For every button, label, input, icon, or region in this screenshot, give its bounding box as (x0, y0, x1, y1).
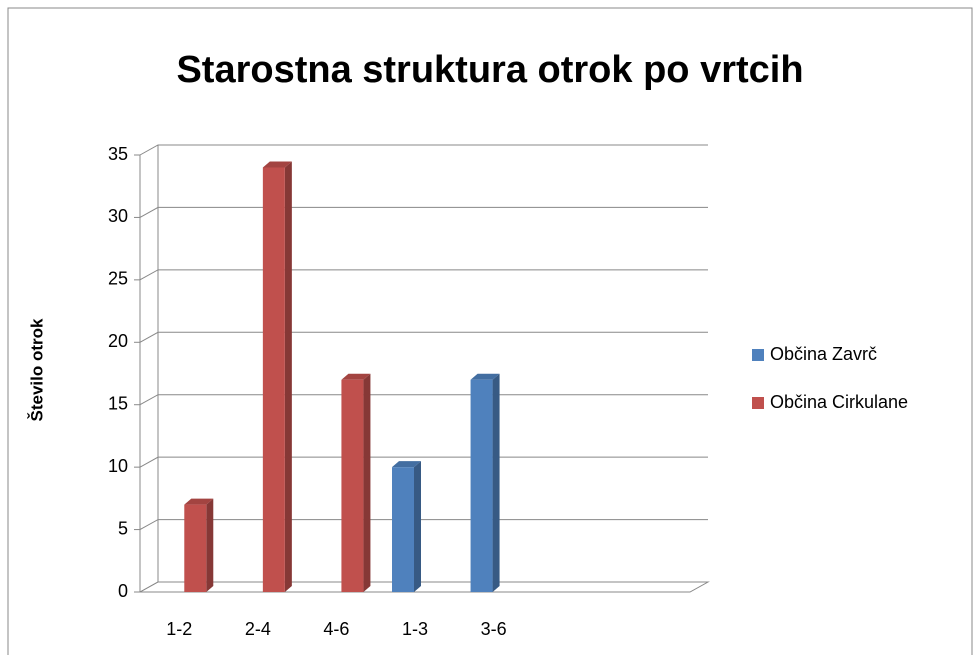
legend-swatch (752, 349, 764, 361)
x-tick-label: 2-4 (245, 619, 271, 639)
y-tick-label: 35 (108, 144, 128, 164)
chart-title: Starostna struktura otrok po vrtcih (176, 49, 803, 91)
y-axis-label: Število otrok (27, 318, 46, 422)
bar-side (414, 461, 421, 592)
floor (138, 581, 710, 593)
bar (262, 167, 285, 592)
bar-top (341, 373, 371, 380)
grid-line (139, 456, 708, 468)
bar-top (262, 161, 292, 168)
x-tick-label: 4-6 (323, 619, 349, 639)
legend-label: Občina Zavrč (770, 344, 877, 364)
legend-swatch (752, 397, 764, 409)
y-tick-label: 20 (108, 331, 128, 351)
bar-side (363, 373, 371, 592)
bar (392, 467, 414, 592)
y-tick-label: 0 (118, 581, 128, 601)
bar-side (284, 161, 292, 592)
grid-line (139, 581, 708, 593)
grid-line (139, 206, 708, 218)
grid-line (139, 144, 708, 156)
y-tick-label: 15 (108, 393, 128, 413)
grid-line (139, 394, 708, 406)
bar (470, 379, 493, 592)
x-tick-label: 1-2 (166, 619, 192, 639)
y-tick-label: 30 (108, 206, 128, 226)
bar (341, 379, 364, 592)
bar-side (206, 498, 214, 592)
grid-line (139, 269, 708, 281)
y-tick-label: 10 (108, 456, 128, 476)
bar-top (184, 498, 214, 505)
y-tick-label: 25 (108, 269, 128, 289)
bar (184, 504, 207, 592)
grid-line (139, 519, 708, 531)
bar-side (492, 373, 500, 592)
x-tick-label: 1-3 (402, 619, 428, 639)
legend-label: Občina Cirkulane (770, 392, 908, 412)
grid-line (139, 331, 708, 343)
bar-top (470, 373, 500, 380)
x-tick-label: 3-6 (481, 619, 507, 639)
y-tick-label: 5 (118, 518, 128, 538)
bar-top (392, 461, 421, 468)
